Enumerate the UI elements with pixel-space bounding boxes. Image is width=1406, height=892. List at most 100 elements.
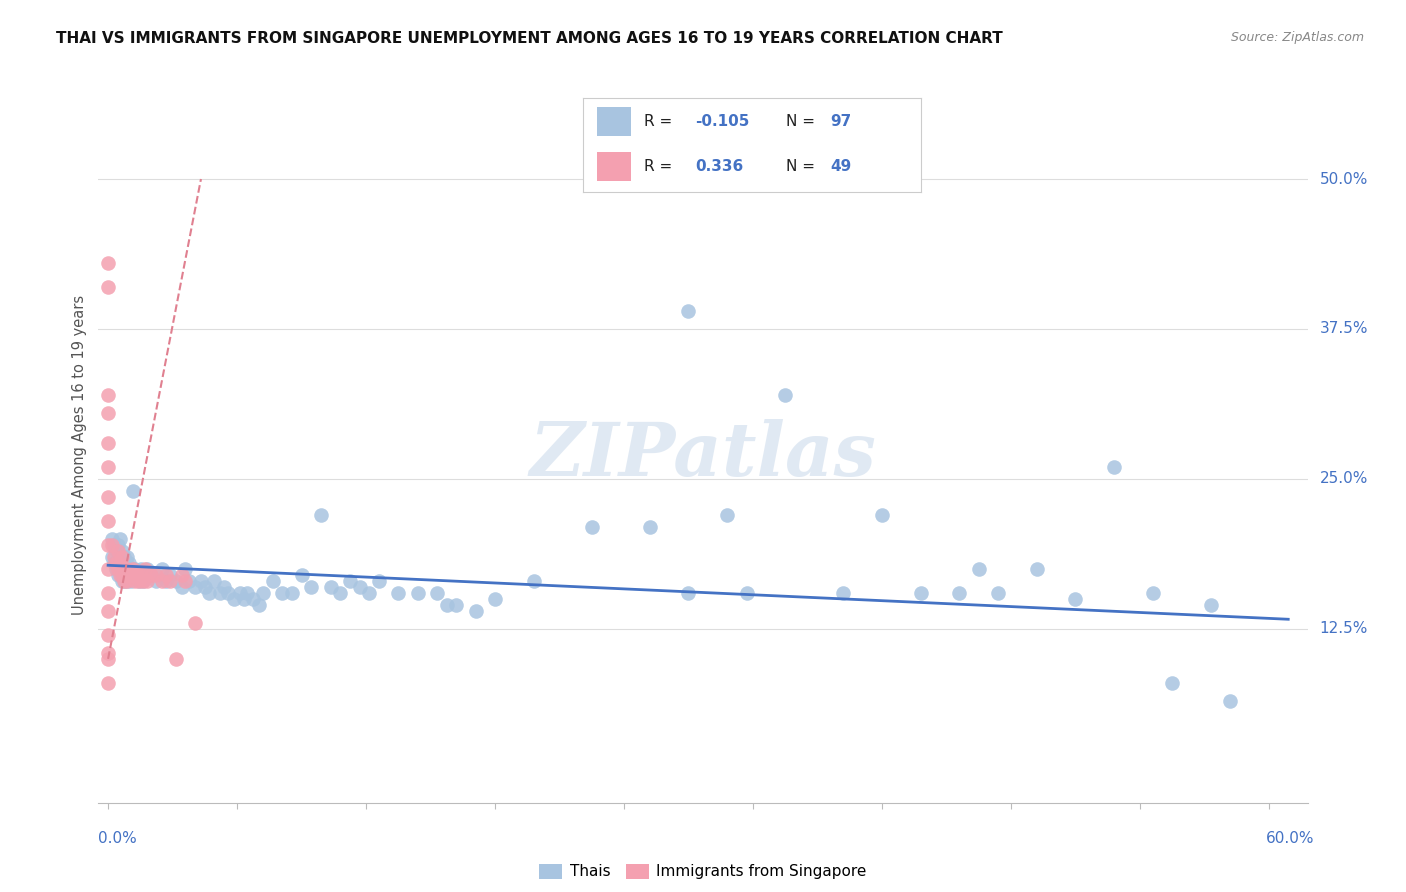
Point (217, 586, 239, 600)
Point (122, 562, 145, 576)
Point (1025, 562, 1047, 576)
Point (1219, 694, 1241, 708)
Point (129, 567, 152, 582)
Point (134, 567, 156, 582)
Point (97, 388, 120, 402)
Point (773, 388, 796, 402)
Point (174, 574, 197, 588)
Point (134, 562, 156, 576)
Point (97, 406, 120, 420)
Text: 97: 97 (830, 114, 851, 129)
Point (1142, 586, 1164, 600)
Point (117, 562, 139, 576)
Point (132, 574, 155, 588)
Point (236, 586, 259, 600)
Point (114, 556, 136, 570)
Point (108, 556, 131, 570)
Point (135, 562, 157, 576)
Point (114, 567, 136, 582)
Point (128, 574, 150, 588)
Point (1199, 598, 1222, 612)
Point (103, 538, 125, 552)
Point (638, 520, 661, 534)
Point (464, 604, 486, 618)
Text: 50.0%: 50.0% (1320, 171, 1368, 186)
Point (111, 544, 134, 558)
Point (209, 586, 232, 600)
Point (107, 562, 129, 576)
Point (111, 567, 134, 582)
Point (111, 549, 134, 564)
Point (1102, 459, 1125, 474)
Point (118, 567, 141, 582)
Point (97, 538, 120, 552)
Point (107, 544, 129, 558)
Point (446, 598, 468, 612)
Point (118, 556, 141, 570)
Point (222, 591, 245, 606)
Point (117, 574, 139, 588)
Point (339, 574, 361, 588)
Point (135, 574, 157, 588)
Point (426, 586, 449, 600)
Point (1064, 591, 1087, 606)
Point (165, 574, 187, 588)
Point (484, 591, 506, 606)
Point (112, 549, 135, 564)
Point (108, 532, 131, 546)
Point (101, 549, 124, 564)
Point (111, 574, 134, 588)
Point (948, 586, 970, 600)
Text: 49: 49 (830, 159, 851, 174)
Text: ZIPatlas: ZIPatlas (530, 418, 876, 491)
Point (252, 586, 274, 600)
Point (678, 304, 700, 318)
Point (155, 567, 177, 582)
Point (97, 490, 120, 504)
Point (190, 574, 212, 588)
Point (678, 586, 700, 600)
Point (127, 567, 149, 582)
Point (870, 508, 893, 522)
Point (120, 562, 142, 576)
Point (122, 483, 145, 498)
Point (97, 646, 120, 660)
Point (184, 615, 207, 630)
Point (97, 586, 120, 600)
Point (967, 562, 990, 576)
Y-axis label: Unemployment Among Ages 16 to 19 years: Unemployment Among Ages 16 to 19 years (72, 295, 87, 615)
Text: -0.105: -0.105 (695, 114, 749, 129)
Point (155, 574, 177, 588)
Point (262, 574, 284, 588)
Point (124, 562, 146, 576)
Point (232, 591, 254, 606)
Point (170, 580, 193, 594)
Point (212, 580, 235, 594)
Text: 0.336: 0.336 (695, 159, 744, 174)
Text: 25.0%: 25.0% (1320, 471, 1368, 486)
Point (107, 538, 129, 552)
Text: 60.0%: 60.0% (1267, 831, 1315, 846)
Point (406, 586, 429, 600)
Point (242, 591, 264, 606)
Point (97, 280, 120, 294)
Point (97, 604, 120, 618)
Point (107, 567, 129, 582)
Text: N =: N = (786, 159, 820, 174)
Point (127, 567, 149, 582)
Point (97, 562, 120, 576)
Point (184, 580, 207, 594)
Point (112, 562, 135, 576)
Point (359, 586, 381, 600)
Point (97, 436, 120, 450)
Point (247, 598, 270, 612)
Point (120, 574, 142, 588)
Point (145, 567, 167, 582)
Point (108, 549, 131, 564)
Point (112, 574, 135, 588)
Point (581, 520, 603, 534)
Text: N =: N = (786, 114, 820, 129)
Point (101, 538, 124, 552)
Text: 37.5%: 37.5% (1320, 321, 1368, 336)
Point (299, 580, 322, 594)
